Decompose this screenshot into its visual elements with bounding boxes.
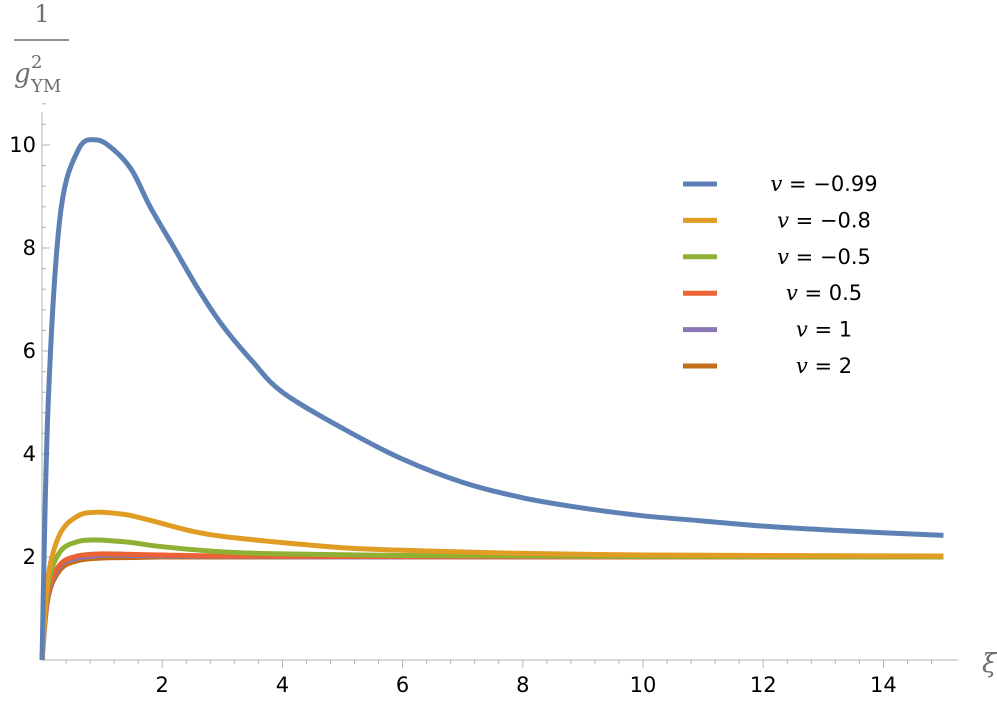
x-tick-label: 14 — [870, 673, 897, 697]
x-tick-label: 8 — [516, 673, 529, 697]
series-line-1 — [39, 509, 944, 661]
y-axis-title: 1 g 2 YM — [14, 0, 69, 97]
legend-label-5: v = 2 — [796, 354, 852, 378]
y-tick-label: 10 — [9, 133, 36, 157]
legend-label-2: v = −0.5 — [777, 245, 871, 269]
legend-label-1: v = −0.8 — [777, 208, 871, 232]
y-axis-title-base: g — [14, 59, 31, 89]
series-line-4 — [39, 552, 944, 661]
x-axis-title: ξ — [982, 649, 997, 679]
series-line-0 — [39, 137, 944, 661]
y-tick-label: 4 — [23, 442, 36, 466]
y-axis-title-superscript: 2 — [31, 52, 42, 73]
x-tick-label: 12 — [750, 673, 777, 697]
x-axis-ticks: 2 4 6 8 10 12 14 — [65, 660, 932, 697]
legend-label-3: v = 0.5 — [786, 281, 862, 305]
legend-label-4: v = 1 — [796, 318, 852, 342]
y-tick-label: 8 — [23, 236, 36, 260]
x-tick-label: 6 — [396, 673, 409, 697]
legend: v = −0.99 v = −0.8 v = −0.5 v = 0.5 v = 1 v =… — [683, 172, 878, 378]
series-lines — [39, 137, 944, 661]
series-line-5 — [39, 554, 944, 661]
x-tick-label: 2 — [156, 673, 169, 697]
legend-label-0: v = −0.99 — [770, 172, 877, 196]
y-axis-ticks: 2 4 6 8 10 — [9, 103, 50, 640]
y-axis-title-numerator: 1 — [34, 0, 49, 28]
x-tick-label: 10 — [630, 673, 657, 697]
y-tick-label: 2 — [23, 545, 36, 569]
series-line-3 — [39, 551, 944, 661]
y-axis-title-subscript: YM — [30, 76, 61, 97]
y-tick-label: 6 — [23, 339, 36, 363]
x-tick-label: 4 — [276, 673, 289, 697]
